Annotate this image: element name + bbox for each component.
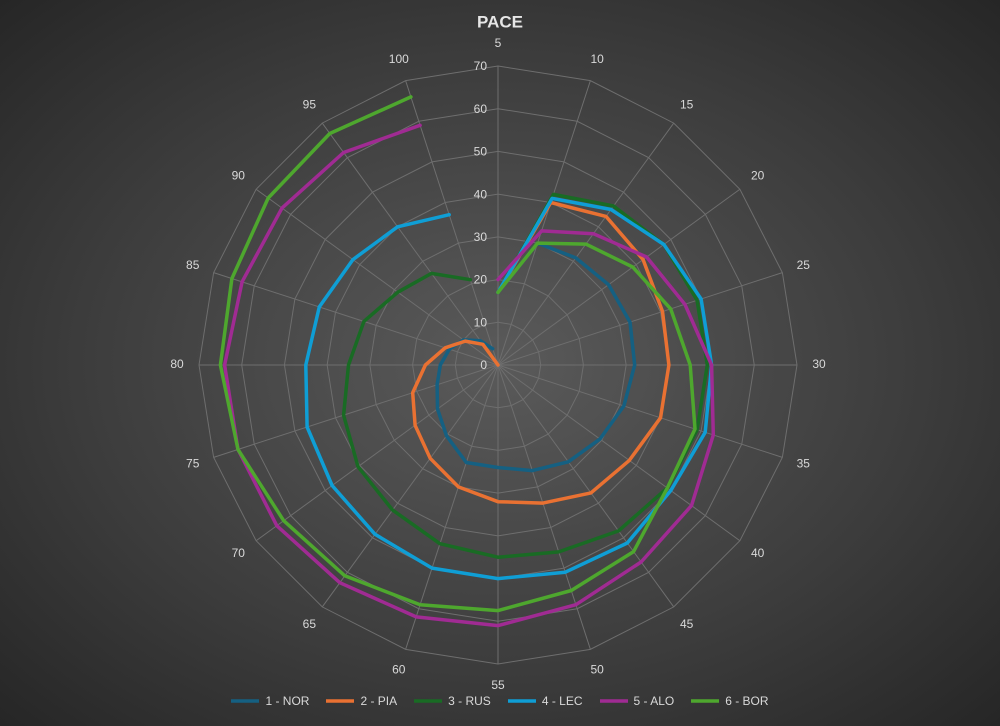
legend-label: 6 - BOR	[725, 694, 769, 708]
series-line	[435, 241, 637, 473]
series-line	[222, 123, 716, 628]
spoke	[497, 364, 675, 608]
legend-label: 5 - ALO	[633, 694, 675, 708]
category-label: 30	[812, 357, 826, 371]
spoke	[321, 364, 499, 608]
r-tick-label: 0	[480, 358, 487, 372]
legend-label: 1 - NOR	[265, 694, 310, 708]
spoke	[213, 364, 499, 458]
legend-item: 6 - BOR	[691, 694, 769, 708]
spoke	[497, 272, 783, 366]
category-label: 90	[232, 168, 246, 182]
spoke	[255, 188, 499, 366]
spoke	[321, 122, 499, 366]
legend-swatch	[231, 699, 260, 703]
category-label: 40	[751, 546, 765, 560]
spoke	[497, 364, 741, 542]
spoke	[405, 80, 499, 366]
spoke	[497, 80, 591, 366]
r-tick-label: 40	[474, 187, 488, 201]
legend-item: 2 - PIA	[326, 694, 397, 708]
category-label: 60	[392, 662, 406, 676]
legend-swatch	[414, 699, 443, 703]
spoke	[497, 364, 591, 650]
category-label: 70	[232, 546, 246, 560]
category-label: 75	[186, 456, 200, 470]
category-label: 100	[389, 52, 409, 66]
r-tick-label: 60	[474, 102, 488, 116]
r-tick-label: 70	[474, 59, 488, 73]
category-label: 10	[591, 52, 605, 66]
r-tick-label: 10	[474, 315, 488, 329]
chart: PACE 0 10 20 30 40 50 60 70 5 10 15 20 25 30 35 40 45 50 5…	[170, 12, 826, 690]
r-tick-label: 30	[474, 230, 488, 244]
legend-swatch	[691, 699, 720, 703]
legend-item: 4 - LEC	[507, 694, 583, 708]
spoke	[497, 364, 783, 458]
spoke	[497, 188, 741, 366]
spoke	[213, 272, 499, 366]
legend-label: 4 - LEC	[541, 694, 583, 708]
chart-title: PACE	[477, 12, 523, 31]
category-label: 20	[751, 168, 765, 182]
category-label: 95	[303, 97, 317, 111]
legend-item: 3 - RUS	[414, 694, 491, 708]
legend: 1 - NOR 2 - PIA 3 - RUS 4 - LEC 5 - ALO 6 - B…	[0, 694, 1000, 708]
category-label: 5	[495, 36, 502, 50]
category-label: 25	[797, 258, 811, 272]
legend-item: 5 - ALO	[599, 694, 675, 708]
category-label: 80	[170, 357, 184, 371]
spoke	[405, 364, 499, 650]
category-label: 15	[680, 97, 694, 111]
r-tick-label: 50	[474, 145, 488, 159]
legend-label: 3 - RUS	[448, 694, 491, 708]
category-label: 35	[797, 456, 811, 470]
legend-swatch	[507, 699, 536, 703]
legend-swatch	[599, 699, 628, 703]
legend-item: 1 - NOR	[231, 694, 309, 708]
category-label: 55	[491, 678, 505, 690]
r-tick-label: 20	[474, 273, 488, 287]
series-line	[304, 196, 714, 581]
series-line	[218, 95, 697, 613]
category-label: 50	[591, 662, 605, 676]
category-label: 85	[186, 258, 200, 272]
category-label: 45	[680, 617, 694, 631]
spoke	[255, 364, 499, 542]
legend-label: 2 - PIA	[360, 694, 398, 708]
category-label: 65	[303, 617, 317, 631]
legend-swatch	[326, 699, 355, 703]
series-line	[410, 200, 671, 505]
